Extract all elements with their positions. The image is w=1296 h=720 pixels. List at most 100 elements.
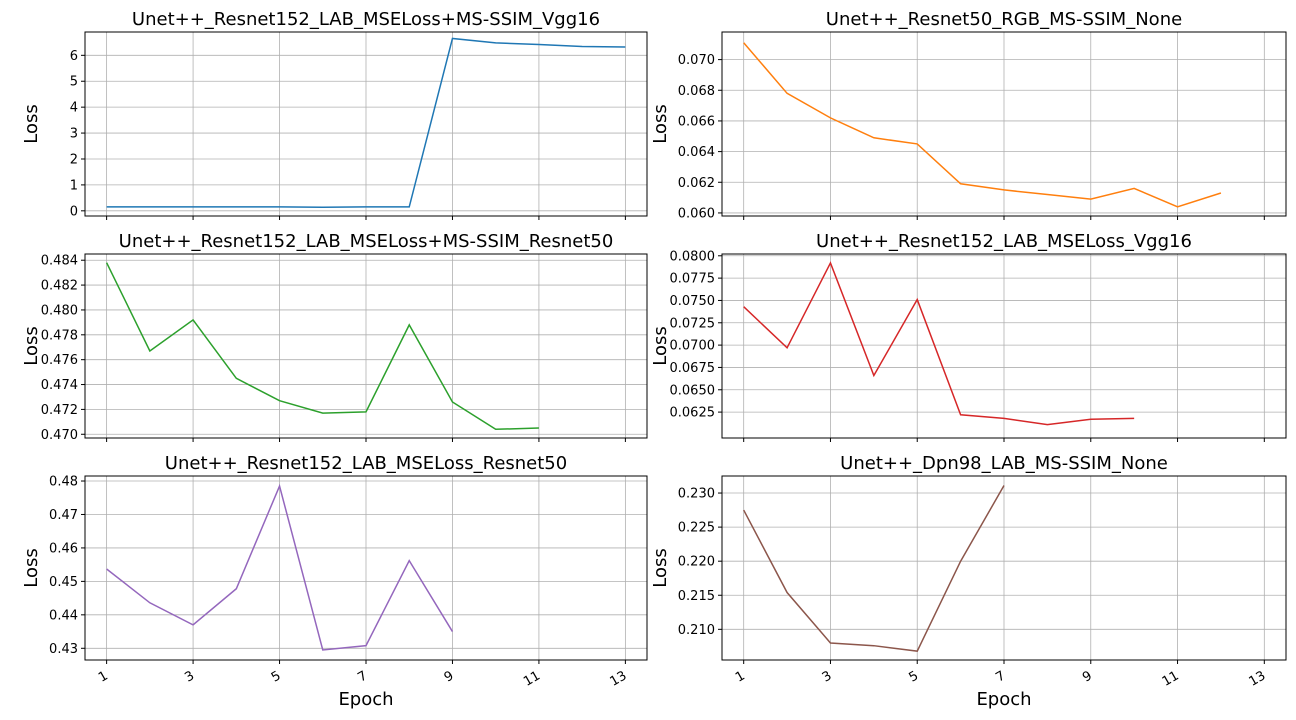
data-point bbox=[958, 181, 963, 186]
y-axis-label: Loss bbox=[650, 326, 671, 365]
series-line bbox=[743, 42, 1222, 208]
data-point bbox=[234, 586, 239, 591]
data-point bbox=[785, 345, 790, 350]
data-point bbox=[407, 558, 412, 563]
chart-panel-2: 0.060 0.062 0.064 0.066 0.068 0.070 Unet++_Res… bbox=[650, 9, 1287, 221]
data-point bbox=[623, 45, 628, 50]
data-point bbox=[104, 567, 109, 572]
y-tick-label: 0.472 bbox=[41, 403, 78, 418]
data-point bbox=[1218, 191, 1223, 196]
data-point bbox=[741, 508, 746, 513]
y-tick-label: 0.47 bbox=[49, 508, 78, 523]
data-point bbox=[915, 649, 920, 654]
y-tick-label: 0.478 bbox=[41, 328, 78, 343]
data-point bbox=[741, 304, 746, 309]
data-point bbox=[785, 91, 790, 96]
data-point bbox=[958, 412, 963, 417]
data-point bbox=[1132, 186, 1137, 191]
data-point bbox=[1132, 416, 1137, 421]
y-tick-label: 0.474 bbox=[41, 378, 78, 393]
x-axis-label: Epoch bbox=[976, 689, 1031, 710]
y-tick-label: 0.0800 bbox=[670, 249, 716, 264]
y-tick-label: 0.482 bbox=[41, 279, 78, 294]
data-point bbox=[1175, 204, 1180, 209]
y-tick-label: 5 bbox=[70, 75, 78, 90]
data-point bbox=[450, 629, 455, 634]
y-tick-label: 0.480 bbox=[41, 303, 78, 318]
chart-panel-5: 0.430.440.450.460.470.481 3 5 7 9 11 13Unet++_… bbox=[21, 453, 648, 710]
y-axis-label: Loss bbox=[650, 548, 671, 587]
x-tick-label: 9 bbox=[442, 668, 457, 685]
y-tick-label: 0.064 bbox=[678, 145, 715, 160]
data-point bbox=[741, 40, 746, 45]
chart-panel-3: 0.470 0.472 0.474 0.476 0.478 0.480 0.482 0.484… bbox=[21, 231, 648, 443]
data-point bbox=[407, 322, 412, 327]
data-point bbox=[785, 590, 790, 595]
data-point bbox=[1002, 416, 1007, 421]
data-point bbox=[915, 141, 920, 146]
chart-title: Unet++_Resnet152_LAB_MSELoss_Vgg16 bbox=[816, 231, 1192, 252]
data-point bbox=[277, 398, 282, 403]
y-tick-label: 0.46 bbox=[49, 541, 78, 556]
chart-title: Unet++_Resnet152_LAB_MSELoss+MS-SSIM_Res… bbox=[119, 231, 614, 252]
x-tick-label: 1 bbox=[733, 668, 748, 685]
y-tick-label: 0.43 bbox=[49, 642, 78, 657]
series-line bbox=[743, 261, 1135, 426]
y-axis-label: Loss bbox=[21, 326, 42, 365]
data-point bbox=[1088, 417, 1093, 422]
y-tick-label: 1 bbox=[70, 178, 78, 193]
data-point bbox=[234, 376, 239, 381]
y-tick-label: 3 bbox=[70, 127, 78, 142]
data-point bbox=[191, 317, 196, 322]
x-tick-label: 5 bbox=[907, 668, 922, 685]
y-tick-label: 0.225 bbox=[678, 521, 715, 536]
data-point bbox=[1045, 422, 1050, 427]
y-tick-label: 0.484 bbox=[41, 254, 78, 269]
y-tick-label: 0.060 bbox=[678, 206, 715, 221]
data-point bbox=[580, 44, 585, 49]
x-tick-label: 3 bbox=[182, 668, 197, 685]
x-tick-label: 7 bbox=[993, 668, 1008, 685]
y-tick-label: 0.0675 bbox=[670, 361, 716, 376]
x-axis-label: Epoch bbox=[338, 689, 393, 710]
x-tick-label: 11 bbox=[1160, 668, 1182, 689]
data-point bbox=[871, 135, 876, 140]
y-tick-label: 0.45 bbox=[49, 575, 78, 590]
y-tick-label: 0.220 bbox=[678, 555, 715, 570]
data-point bbox=[147, 600, 152, 605]
y-tick-label: 0.066 bbox=[678, 114, 715, 129]
data-point bbox=[320, 411, 325, 416]
y-tick-label: 0 bbox=[70, 204, 78, 219]
x-tick-label: 13 bbox=[1246, 668, 1268, 689]
data-point bbox=[320, 205, 325, 210]
x-tick-label: 9 bbox=[1080, 668, 1095, 685]
data-point bbox=[1002, 483, 1007, 488]
data-point bbox=[364, 409, 369, 414]
y-tick-label: 0.0725 bbox=[670, 316, 716, 331]
data-point bbox=[871, 373, 876, 378]
data-point bbox=[104, 204, 109, 209]
x-tick-label: 3 bbox=[820, 668, 835, 685]
data-point bbox=[191, 204, 196, 209]
chart-title: Unet++_Dpn98_LAB_MS-SSIM_None bbox=[840, 453, 1168, 474]
y-axis-label: Loss bbox=[650, 104, 671, 143]
y-tick-label: 0.470 bbox=[41, 428, 78, 443]
data-point bbox=[407, 204, 412, 209]
data-point bbox=[450, 36, 455, 41]
data-point bbox=[191, 622, 196, 627]
x-tick-label: 7 bbox=[355, 668, 370, 685]
data-point bbox=[364, 204, 369, 209]
series-line bbox=[106, 37, 626, 208]
y-tick-label: 0.0625 bbox=[670, 406, 716, 421]
y-tick-label: 0.476 bbox=[41, 353, 78, 368]
y-tick-label: 0.070 bbox=[678, 53, 715, 68]
chart-title: Unet++_Resnet50_RGB_MS-SSIM_None bbox=[826, 9, 1182, 30]
data-point bbox=[1045, 192, 1050, 197]
y-tick-label: 0.0775 bbox=[670, 272, 716, 287]
x-tick-label: 11 bbox=[521, 668, 543, 689]
data-point bbox=[147, 204, 152, 209]
series-line bbox=[105, 262, 539, 431]
series-line bbox=[743, 485, 1005, 652]
y-tick-label: 0.0650 bbox=[670, 383, 716, 398]
